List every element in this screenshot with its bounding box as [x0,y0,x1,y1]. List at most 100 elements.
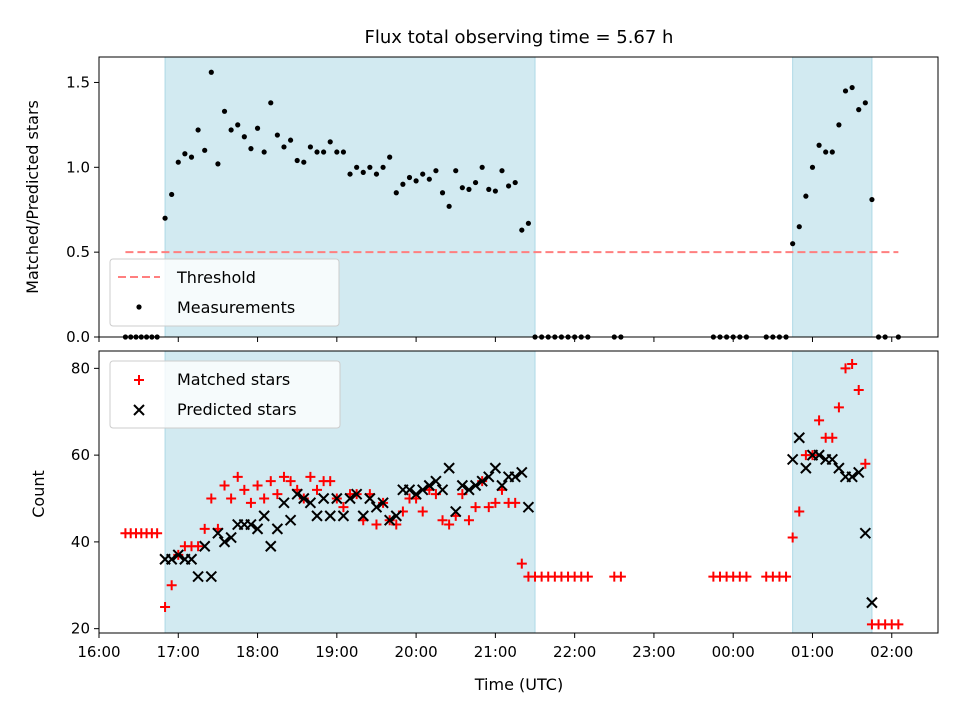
x-tick-label: 23:00 [632,643,675,661]
measurement-point [400,181,406,187]
bottom-legend: Matched stars Predicted stars [109,360,341,429]
y-tick-label: 80 [71,359,90,377]
measurement-point [486,186,492,192]
predicted-star-point [496,479,508,492]
measurement-point [446,203,452,209]
measurement-point [169,191,175,198]
predicted-star-point [212,527,224,539]
measurement-point [208,69,214,75]
x-tick-label: 02:00 [870,643,913,661]
predicted-star-point [813,449,825,461]
matched-star-point [166,580,177,591]
x-tick-label: 19:00 [315,643,358,661]
matched-star-point [152,528,163,539]
predicted-star-point [337,510,350,522]
predicted-star-point [317,492,330,505]
threshold-legend-label: Threshold [176,268,256,287]
top-legend: Threshold Measurements [109,258,340,327]
count-panel: 16:00 17:00 18:00 19:00 20:00 21:00 22:00 23:00… [71,350,939,661]
matched-star-point [252,480,263,491]
x-tick-label: 01:00 [791,643,834,661]
y-tick-label: 0.5 [66,243,90,261]
measurement-point [268,100,274,106]
matched-star-point [272,489,283,500]
measurement-point [439,190,446,196]
matched-star-point [516,558,527,569]
predicted-star-point [516,466,528,479]
predicted-star-point [185,553,198,565]
y-tick-label: 1.5 [66,73,90,91]
measurement-legend-label: Measurements [177,298,295,317]
matched-star-point [444,519,455,530]
legend-box [109,258,340,327]
matched-star-point [615,571,626,582]
matched-star-point [437,515,448,526]
matched-legend-swatch [134,375,144,385]
predicted-star-point [198,540,211,552]
predicted-star-point [793,432,805,444]
measurement-point [387,154,393,160]
y-tick-label: 20 [71,620,90,638]
matched-star-point [226,493,237,504]
y-tick-label: 40 [71,533,90,551]
measurement-point [816,142,822,148]
matched-star-point [278,471,289,482]
bottom-y-axis-label: Count [29,470,48,518]
matched-star-point [199,523,210,534]
matched-star-point [814,415,825,426]
measurement-point [393,190,399,196]
matched-star-point [285,476,296,487]
predicted-star-point [218,536,231,548]
measurement-point [301,159,307,165]
predicted-star-point [450,505,462,518]
measurement-point [829,149,835,155]
matched-star-point [371,519,382,530]
matched-star-point [305,471,316,482]
matched-star-point [860,458,871,469]
measurement-point [182,151,188,157]
measurement-point [261,149,267,155]
predicted-star-point [859,527,872,539]
matched-star-point [840,363,851,374]
predicted-star-point [383,514,396,526]
measurement-point [188,154,195,160]
measurement-point [360,169,366,175]
measurement-point [307,144,314,150]
measurement-point [420,171,426,177]
predicted-star-point [192,570,204,583]
predicted-star-point [324,510,336,522]
measurement-point [195,127,201,133]
measurement-point [472,179,479,186]
measurement-point [479,164,485,170]
measurement-point [466,186,472,192]
predicted-star-point [403,484,416,496]
measurement-point [842,88,849,94]
predicted-star-point [278,497,290,509]
matched-star-point [245,497,256,508]
predicted-star-point [357,510,369,522]
matched-star-point [219,480,230,491]
x-tick-label: 00:00 [712,643,755,661]
measurement-point [499,168,505,174]
matched-star-point [193,541,204,552]
matched-star-point [847,359,858,370]
measurement-point [525,220,532,226]
bottom-plot-frame [98,350,939,634]
measurement-point [202,147,208,153]
measurement-point [367,164,373,170]
x-tick-label: 16:00 [77,643,120,661]
measurement-point [869,196,875,203]
matched-star-point [470,502,481,513]
predicted-star-point [291,488,303,500]
y-tick-label: 1.0 [66,158,90,176]
predicted-star-point [786,453,799,466]
measurement-point [248,146,254,152]
measurement-point [505,183,512,189]
measurement-point [406,174,413,181]
predicted-star-point [344,492,356,505]
predicted-star-point [489,462,502,474]
measurement-point [215,161,221,167]
predicted-star-point [800,462,812,474]
matched-legend-label: Matched stars [177,370,290,389]
